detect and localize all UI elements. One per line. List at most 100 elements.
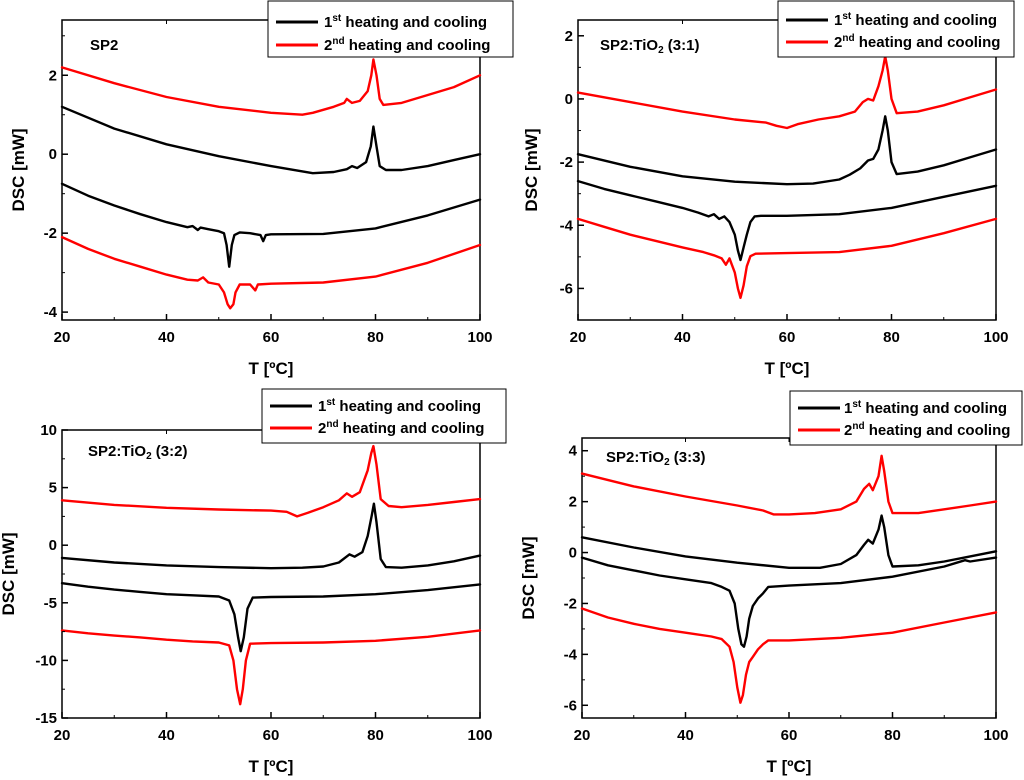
y-tick-label: -15 [35,710,57,727]
y-tick-label: -2 [560,154,573,171]
y-tick-label: -6 [560,280,573,297]
series-line-1 [576,55,998,130]
legend: 1st heating and cooling 2nd heating and … [789,390,1023,446]
panel-sp2-tio2-3-2: 20 40 60 80 100 -15 -10 -5 0 5 10 SP2:TiO2 (3:2) 1… [0,388,507,776]
x-tick-label: 100 [467,329,492,346]
y-tick-label: 0 [49,146,57,163]
x-tick-label: 60 [779,329,796,346]
y-tick-label: 2 [49,67,57,84]
series-line-2 [576,115,998,186]
panel-title: SP2:TiO2 (3:1) [600,37,699,56]
legend-box [261,388,507,444]
series-line-4 [580,607,998,704]
x-tick-label: 20 [570,329,587,346]
series-line-4 [60,235,482,310]
y-tick-label: 2 [569,494,577,511]
x-tick-label: 20 [54,727,71,744]
legend-label-run1: 1st heating and cooling [324,13,487,31]
x-tick-label: 20 [574,727,591,744]
legend-label-run1: 1st heating and cooling [834,11,997,29]
x-tick-label: 80 [884,727,901,744]
legend-label-run2: 2nd heating and cooling [324,36,490,54]
legend-label-run1: 1st heating and cooling [318,397,481,415]
x-tick-label: 60 [263,329,280,346]
series-line-3 [60,182,482,268]
x-axis-label: T [ºC] [767,757,812,776]
series-line-1 [60,444,482,518]
legend-label-run2: 2nd heating and cooling [834,33,1000,51]
axis-ticks: 20 40 60 80 100 -6 -4 -2 0 2 [560,20,1009,346]
y-tick-label: 2 [565,28,573,45]
y-tick-label: -4 [564,646,578,663]
x-tick-label: 100 [983,329,1008,346]
legend: 1st heating and cooling 2nd heating and … [267,0,514,58]
y-tick-label: -4 [560,217,574,234]
x-axis-label: T [ºC] [249,359,294,378]
panel-title: SP2:TiO2 (3:3) [606,449,705,468]
x-axis-label: T [ºC] [249,757,294,776]
axis-ticks: 20 40 60 80 100 -15 -10 -5 0 5 10 [35,422,492,744]
x-axis-label: T [ºC] [765,359,810,378]
axis-ticks: 20 40 60 80 100 -6 -4 -2 0 2 4 [564,438,1009,744]
x-tick-label: 60 [781,727,798,744]
x-tick-label: 20 [54,329,71,346]
x-tick-label: 80 [367,727,384,744]
curves [60,444,482,706]
plot-frame [61,429,481,719]
y-tick-label: 0 [49,537,57,554]
plot-frame [577,19,997,321]
curves [580,454,998,704]
panel-sp2-tio2-3-1: 20 40 60 80 100 -6 -4 -2 0 2 SP2:TiO2 (3:1) 1st h… [522,0,1015,378]
x-tick-label: 40 [674,329,691,346]
series-line-2 [60,502,482,570]
x-tick-label: 100 [983,727,1008,744]
legend: 1st heating and cooling 2nd heating and … [261,388,507,444]
legend-label-run2: 2nd heating and cooling [318,419,484,437]
series-line-1 [60,58,482,116]
y-tick-label: 5 [49,480,57,497]
series-line-1 [580,454,998,516]
plot-frame [581,437,997,719]
y-tick-label: 4 [569,443,578,460]
legend-box [789,390,1023,446]
legend-box [777,0,1015,58]
panel-title: SP2 [90,37,118,54]
axis-ticks: 20 40 60 80 100 -4 -2 0 2 [44,20,493,346]
y-tick-label: -10 [35,652,57,669]
legend-label-run2: 2nd heating and cooling [844,421,1010,439]
y-tick-label: -2 [44,225,57,242]
series-line-3 [580,556,998,648]
series-line-4 [576,217,998,300]
series-line-2 [60,105,482,175]
x-tick-label: 100 [467,727,492,744]
x-tick-label: 40 [677,727,694,744]
panel-title: SP2:TiO2 (3:2) [88,443,187,462]
x-tick-label: 40 [158,727,175,744]
y-tick-label: 0 [565,91,573,108]
panel-sp2-tio2-3-3: 20 40 60 80 100 -6 -4 -2 0 2 4 SP2:TiO2 (3:3) 1st … [519,390,1023,776]
y-axis-label: DSC [mW] [519,536,538,619]
y-tick-label: -4 [44,304,58,321]
y-tick-label: -5 [44,595,57,612]
y-axis-label: DSC [mW] [522,128,541,211]
plot-frame [61,19,481,321]
x-tick-label: 60 [263,727,280,744]
series-line-4 [60,629,482,706]
y-tick-label: 0 [569,545,577,562]
y-axis-label: DSC [mW] [0,532,18,615]
x-tick-label: 80 [367,329,384,346]
x-tick-label: 80 [883,329,900,346]
series-line-2 [580,514,998,569]
x-tick-label: 40 [158,329,175,346]
curves [60,58,482,310]
y-tick-label: 10 [40,422,57,439]
curves [576,55,998,300]
legend: 1st heating and cooling 2nd heating and … [777,0,1015,58]
panel-sp2: 20 40 60 80 100 -4 -2 0 2 SP2 1st heating and co… [9,0,514,378]
legend-box [267,0,514,58]
y-tick-label: -6 [564,697,577,714]
y-tick-label: -2 [564,595,577,612]
series-line-3 [576,179,998,262]
legend-label-run1: 1st heating and cooling [844,399,1007,417]
